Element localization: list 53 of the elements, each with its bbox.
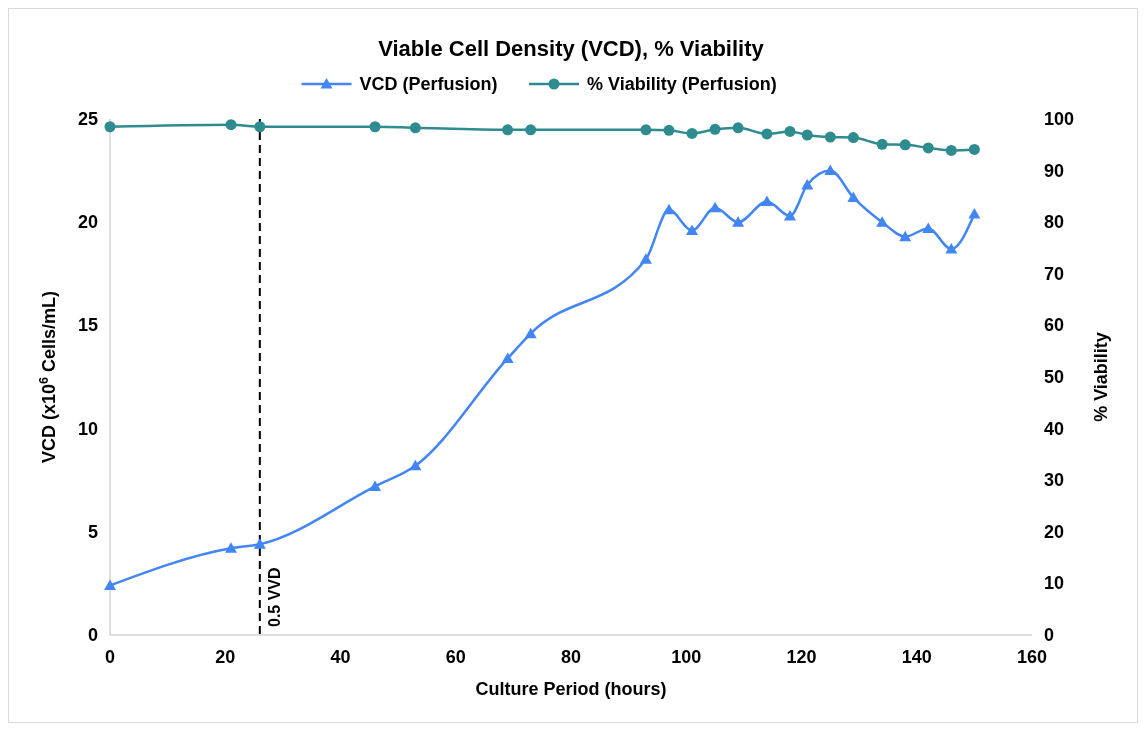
y2-tick-label: 20 [1044,521,1065,542]
y-tick-label: 0 [87,625,98,645]
y-tick-label: 25 [77,109,98,129]
y-tick-label: 10 [77,418,98,439]
point [732,216,745,227]
point [225,542,238,553]
point [686,224,699,235]
point [369,480,382,491]
y2-tick-label: 90 [1044,160,1065,181]
y-tick-label: 5 [87,521,98,542]
point [409,459,422,471]
y2-tick-label: 50 [1044,367,1065,387]
x-tick-label: 120 [786,647,817,667]
x-tick-label: 80 [560,647,582,667]
x-tick-label: 60 [445,647,466,667]
y2-tick-label: 0 [1044,625,1055,645]
point [253,538,266,549]
point [847,191,860,202]
point [876,216,889,227]
point [639,253,652,264]
y2-tick-label: 10 [1044,573,1065,594]
point [104,579,116,590]
x-tick-label: 0 [104,647,116,667]
ref-line-label: 0.5 VVD [265,567,283,627]
y2-tick-label: 30 [1044,470,1065,491]
chart-title: Viable Cell Density (VCD), % Viability [378,36,765,61]
legend-label: % Viability (Perfusion) [587,74,777,94]
y2-tick-label: 80 [1044,212,1065,233]
point [501,352,514,363]
point [709,201,722,213]
point [662,203,675,215]
legend-label: VCD (Perfusion) [359,74,498,94]
point [524,327,537,339]
y2-tick-label: 60 [1044,315,1065,336]
point [760,195,773,207]
y-tick-label: 20 [77,212,98,233]
point [968,207,981,219]
x-tick-label: 160 [1016,647,1048,667]
point [945,243,958,254]
x-tick-label: 140 [901,647,932,667]
y-tick-label: 15 [77,315,98,336]
point [801,179,814,190]
x-tick-label: 100 [671,647,702,667]
x-tick-label: 20 [215,647,236,667]
y2-tick-label: 40 [1044,418,1065,439]
y2-tick-label: 100 [1044,109,1075,129]
y2-tick-label: 70 [1044,263,1065,284]
y2-axis-title: % Viability [1091,332,1111,422]
x-axis-title: Culture Period (hours) [475,679,667,699]
x-tick-label: 40 [330,647,351,667]
point [824,164,837,176]
point [899,230,912,242]
point [783,210,796,221]
